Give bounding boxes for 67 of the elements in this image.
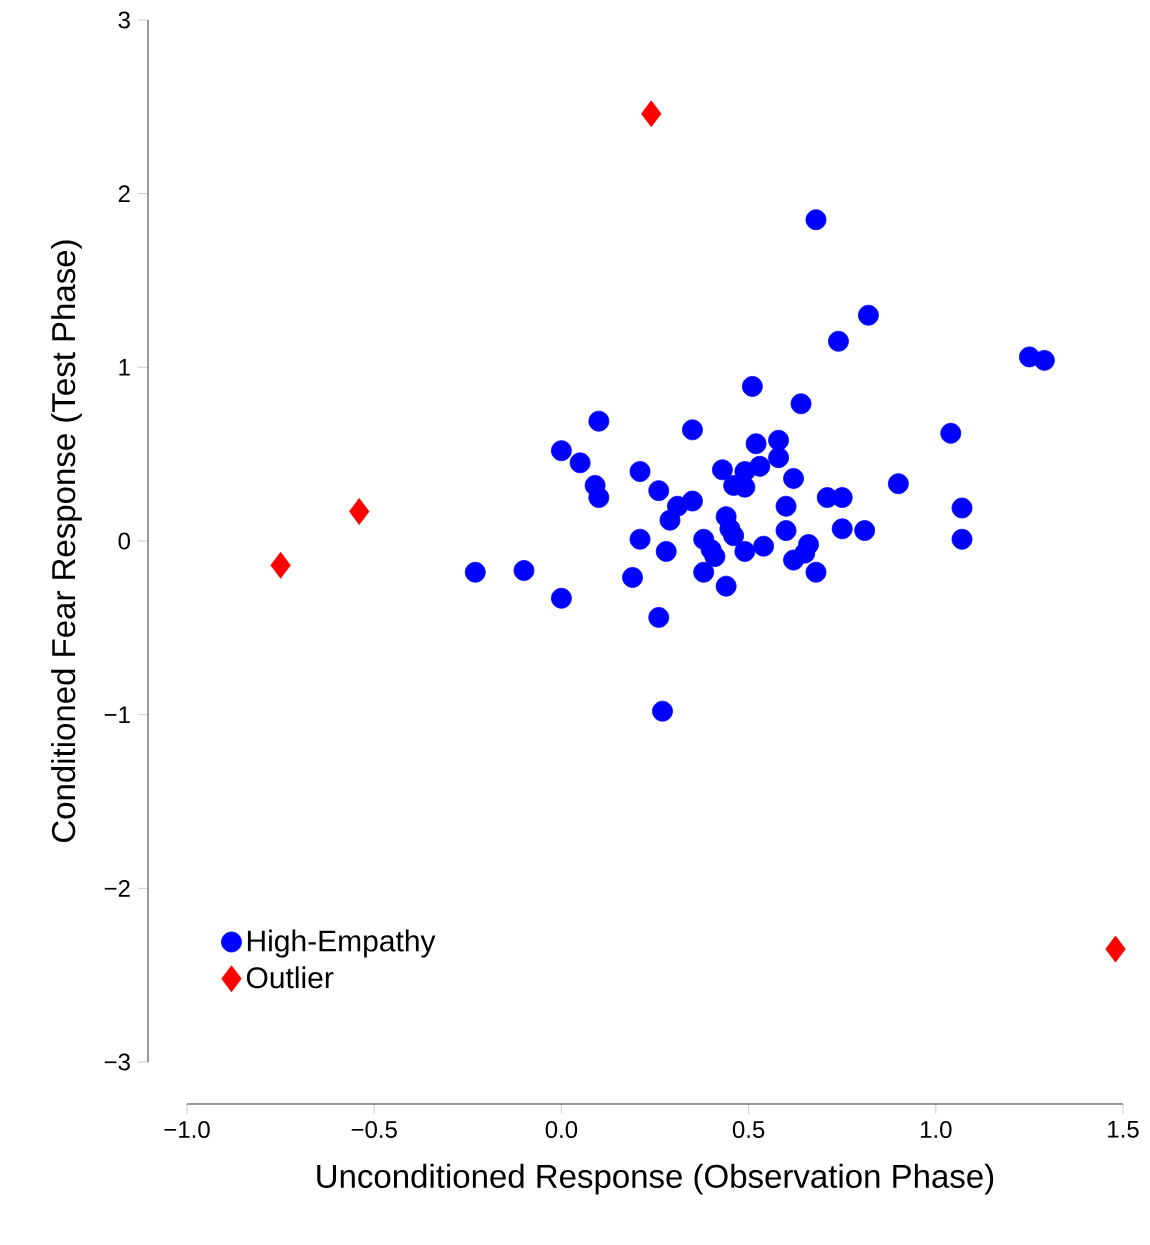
y-tick-label: −3 <box>104 1053 130 1071</box>
point <box>805 209 827 231</box>
x-tick-label: 0.0 <box>545 1121 578 1139</box>
point <box>831 518 853 540</box>
point <box>622 567 643 588</box>
point <box>270 551 291 579</box>
point <box>798 534 819 555</box>
y-tick-label: 1 <box>119 359 130 376</box>
point <box>629 528 651 550</box>
point <box>783 468 804 489</box>
point <box>768 429 789 451</box>
y-axis-title: Conditioned Fear Response (Test Phase) <box>51 240 82 842</box>
point <box>682 419 703 441</box>
point <box>940 422 962 444</box>
point <box>629 461 651 482</box>
point <box>734 476 756 498</box>
point <box>828 330 849 352</box>
x-tick-label: 0.5 <box>732 1121 765 1139</box>
point <box>951 497 973 519</box>
point <box>682 490 703 512</box>
y-tick-label: 0 <box>118 532 131 550</box>
point <box>854 520 876 541</box>
point <box>693 561 715 583</box>
point <box>775 520 797 541</box>
point <box>723 525 745 547</box>
point <box>704 546 726 568</box>
point <box>887 473 909 495</box>
point <box>464 561 486 583</box>
point <box>768 447 789 469</box>
point <box>831 487 853 508</box>
point <box>648 607 670 628</box>
point <box>749 455 771 477</box>
point <box>551 440 572 462</box>
x-tick-label: −0.5 <box>351 1121 397 1139</box>
point <box>569 452 591 474</box>
point <box>513 560 535 581</box>
y-tick-label: 2 <box>118 185 130 203</box>
point <box>1105 935 1126 963</box>
legend-label: Outlier <box>246 966 334 989</box>
point <box>745 433 767 455</box>
point <box>648 480 670 502</box>
y-tick-label: −1 <box>104 706 130 723</box>
point <box>858 304 879 326</box>
legend-label: High-Empathy <box>247 929 436 958</box>
point <box>1033 349 1055 371</box>
point <box>775 495 797 517</box>
point <box>715 575 737 597</box>
point <box>588 410 610 432</box>
point <box>712 459 733 481</box>
x-tick-label: −1.0 <box>164 1121 210 1139</box>
point <box>734 541 756 562</box>
point <box>741 376 763 397</box>
point <box>805 561 827 583</box>
point <box>951 528 973 550</box>
point <box>652 700 673 722</box>
point <box>753 535 774 557</box>
x-tick-label: 1.5 <box>1108 1121 1139 1138</box>
point <box>551 587 572 609</box>
point <box>655 541 677 562</box>
y-tick-label: −2 <box>104 879 130 897</box>
y-tick-label: 3 <box>118 11 130 29</box>
point <box>349 498 370 525</box>
x-axis-title: Unconditioned Response (Observation Phase) <box>317 1163 994 1195</box>
x-tick-label: 1.0 <box>920 1121 952 1139</box>
point <box>790 393 812 415</box>
point <box>641 100 662 128</box>
point <box>588 487 610 508</box>
